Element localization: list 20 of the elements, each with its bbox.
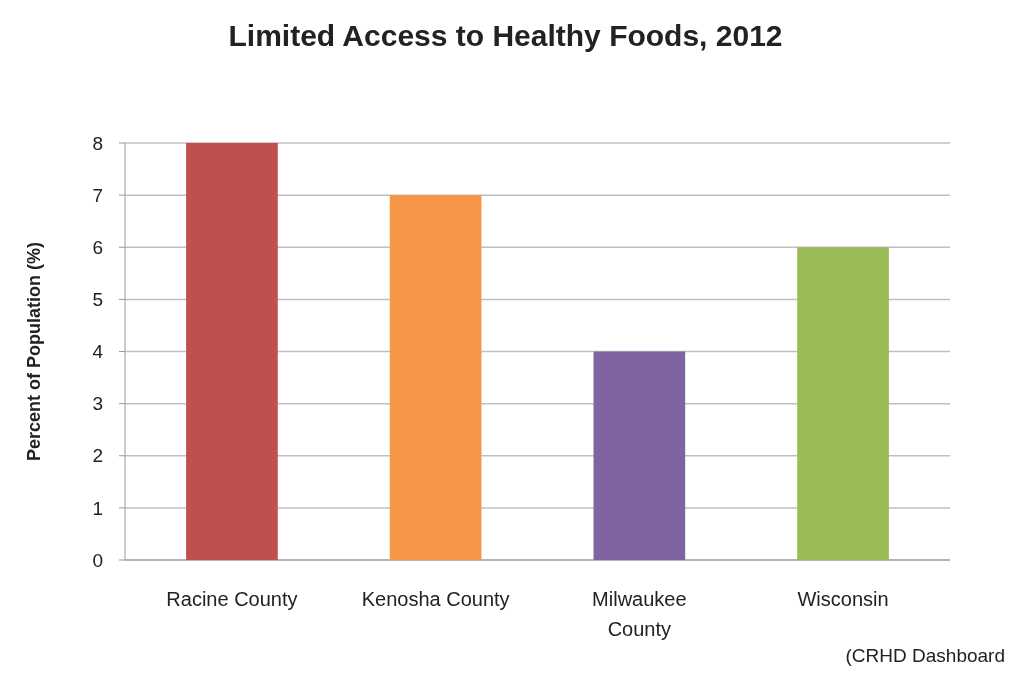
y-tick-label: 1 (92, 497, 103, 519)
bar (593, 351, 686, 560)
x-tick-label: Milwaukee County (592, 588, 687, 640)
y-tick-label: 3 (92, 393, 103, 415)
y-tick-label: 8 (92, 132, 103, 154)
chart-title: Limited Access to Healthy Foods, 2012 (228, 19, 783, 52)
x-tick-label: Kenosha County (361, 588, 510, 610)
bar (797, 247, 889, 560)
x-tick-label: Wisconsin (797, 588, 889, 610)
text: (CRHD Dashboard (845, 645, 1005, 666)
y-tick-label: 5 (92, 289, 103, 311)
y-tick-label: 4 (92, 341, 104, 363)
x-tick-label: Racine County (166, 588, 298, 610)
y-tick-label: 0 (92, 549, 103, 571)
y-tick-label: 6 (92, 236, 103, 258)
bar (186, 143, 278, 560)
y-axis-title: Percent of Population (%) (24, 241, 44, 462)
y-tick-label: 7 (92, 184, 103, 206)
bar (389, 195, 482, 560)
y-tick-label: 2 (92, 445, 103, 467)
